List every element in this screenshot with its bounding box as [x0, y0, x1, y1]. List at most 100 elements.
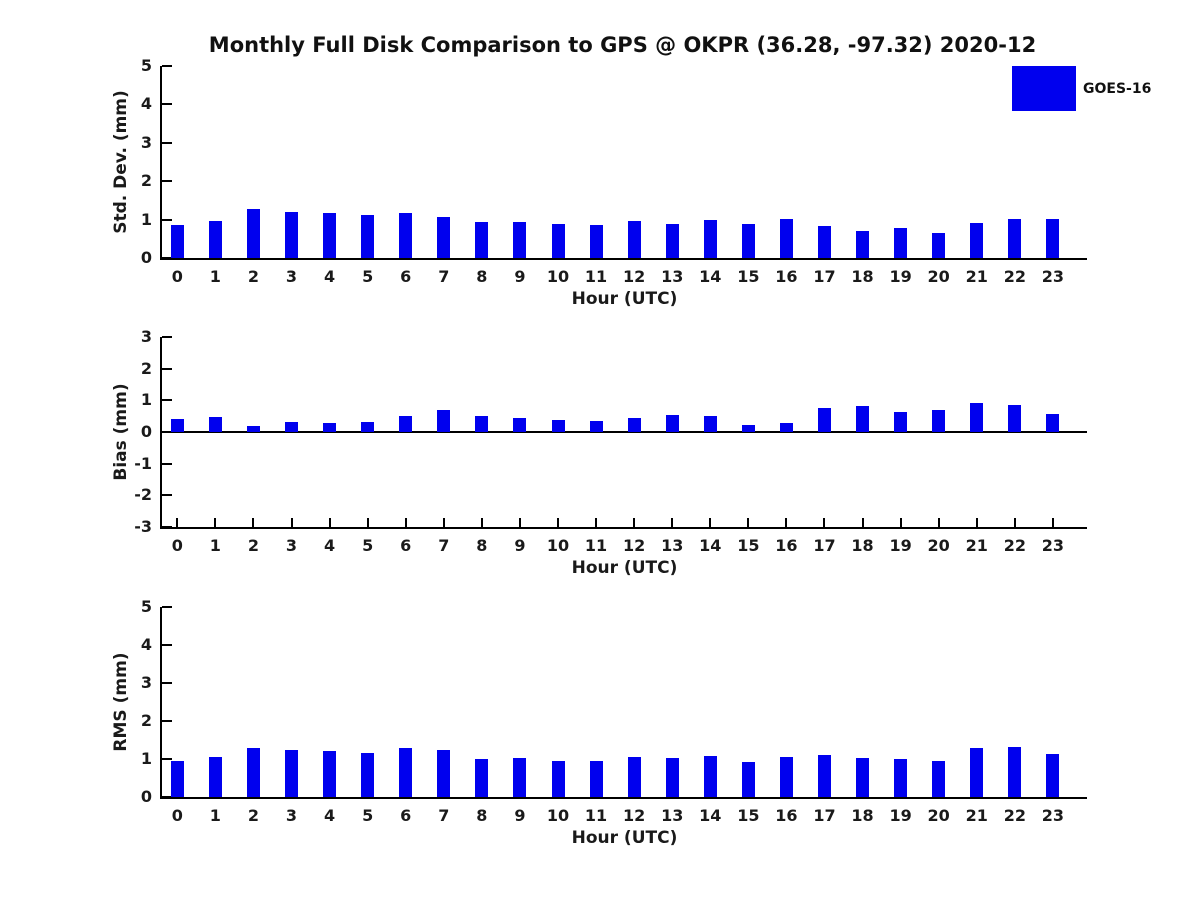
bar-hour-10 [551, 224, 565, 258]
bar-hour-9 [513, 221, 527, 258]
x-tick-label: 22 [1003, 267, 1026, 286]
x-tick-label: 19 [889, 267, 912, 286]
x-tick-label: 8 [476, 536, 488, 555]
x-tick-mark [1051, 518, 1054, 527]
bar-hour-6 [399, 747, 413, 797]
bar-hour-16 [779, 757, 793, 797]
x-tick-mark [709, 518, 712, 527]
y-tick-mark [162, 644, 172, 646]
bar-hour-2 [246, 747, 260, 797]
y-tick-label: -2 [134, 485, 152, 505]
bar-hour-12 [627, 757, 641, 797]
x-axis-label-hour-utc: Hour (UTC) [571, 828, 678, 848]
x-tick-mark [671, 518, 674, 527]
y-tick-mark [162, 399, 172, 402]
bar-hour-9 [513, 757, 527, 797]
x-tick-label: 7 [438, 536, 450, 555]
bar-hour-23 [1046, 414, 1060, 432]
x-tick-label: 14 [699, 267, 722, 286]
y-tick-label: 2 [140, 711, 152, 730]
x-tick-label: 1 [209, 267, 221, 286]
y-tick-label: -3 [134, 517, 152, 536]
x-tick-label: 13 [661, 267, 684, 286]
x-tick-label: 17 [813, 806, 836, 825]
x-tick-label: 7 [438, 267, 450, 286]
x-tick-mark [252, 518, 255, 527]
bar-hour-7 [437, 410, 451, 432]
bar-hour-1 [208, 220, 222, 258]
x-tick-label: 22 [1003, 806, 1026, 825]
x-tick-label: 12 [622, 267, 646, 286]
bar-hour-23 [1046, 219, 1060, 258]
bar-hour-19 [894, 759, 908, 797]
x-tick-label: 18 [851, 267, 874, 286]
x-tick-label: 10 [546, 267, 570, 286]
bar-hour-14 [703, 756, 717, 797]
bar-hour-0 [170, 419, 184, 432]
bar-hour-14 [703, 416, 717, 432]
bar-hour-6 [399, 415, 413, 432]
x-tick-label: 16 [775, 267, 798, 286]
bar-hour-19 [894, 411, 908, 432]
x-tick-label: 10 [546, 536, 570, 555]
x-tick-label: 6 [400, 267, 412, 286]
bar-hour-13 [665, 223, 679, 258]
bar-hour-5 [361, 421, 375, 432]
x-tick-label: 21 [965, 806, 988, 825]
x-tick-label: 23 [1041, 536, 1065, 555]
x-tick-label: 18 [851, 536, 874, 555]
bar-hour-6 [399, 212, 413, 258]
y-tick-label: 4 [140, 635, 152, 654]
x-tick-mark [975, 518, 978, 527]
chart-title: Monthly Full Disk Comparison to GPS @ OK… [208, 33, 1037, 57]
bar-hour-15 [741, 424, 755, 432]
x-tick-label: 17 [813, 267, 836, 286]
x-tick-label: 2 [247, 536, 259, 555]
bar-hour-17 [817, 407, 831, 432]
bar-hour-21 [970, 223, 984, 258]
bar-hour-3 [285, 211, 298, 258]
bar-hour-4 [323, 750, 337, 797]
y-tick-mark [162, 494, 172, 497]
x-tick-label: 11 [584, 267, 608, 286]
x-tick-label: 5 [362, 267, 374, 286]
x-tick-label: 15 [737, 267, 760, 286]
x-tick-label: 16 [775, 806, 798, 825]
bar-hour-7 [437, 217, 451, 258]
y-tick-label: 4 [140, 94, 152, 114]
y-tick-mark [162, 606, 172, 608]
y-tick-label: 0 [140, 787, 152, 806]
x-tick-label: 14 [699, 536, 722, 555]
x-tick-label: 22 [1003, 536, 1026, 555]
bar-hour-0 [170, 760, 184, 797]
y-tick-mark [162, 796, 172, 798]
bar-hour-22 [1008, 405, 1022, 432]
x-tick-mark [442, 518, 445, 527]
y-tick-label: 3 [140, 673, 152, 692]
x-tick-label: 6 [400, 536, 412, 555]
x-tick-label: 15 [737, 536, 760, 555]
bar-hour-14 [703, 220, 717, 258]
y-tick-mark [162, 367, 172, 370]
x-tick-mark [899, 518, 902, 527]
bar-hour-3 [285, 421, 298, 432]
x-tick-label: 13 [661, 536, 684, 555]
x-tick-label: 4 [324, 536, 336, 555]
y-tick-mark [162, 103, 172, 106]
bar-hour-3 [285, 749, 298, 797]
x-tick-label: 9 [514, 806, 526, 825]
x-axis-label-hour-utc: Hour (UTC) [571, 289, 678, 309]
y-tick-label: 3 [140, 132, 152, 152]
x-tick-mark [290, 518, 293, 527]
x-tick-label: 4 [324, 267, 336, 286]
x-tick-mark [328, 518, 331, 527]
x-tick-label: 9 [514, 536, 526, 555]
bar-hour-10 [551, 420, 565, 432]
x-tick-label: 23 [1041, 806, 1065, 825]
y-tick-mark [162, 758, 172, 760]
y-tick-mark [162, 526, 172, 528]
x-tick-label: 20 [927, 806, 950, 825]
x-tick-label: 0 [171, 806, 183, 825]
x-tick-label: 13 [661, 806, 684, 825]
